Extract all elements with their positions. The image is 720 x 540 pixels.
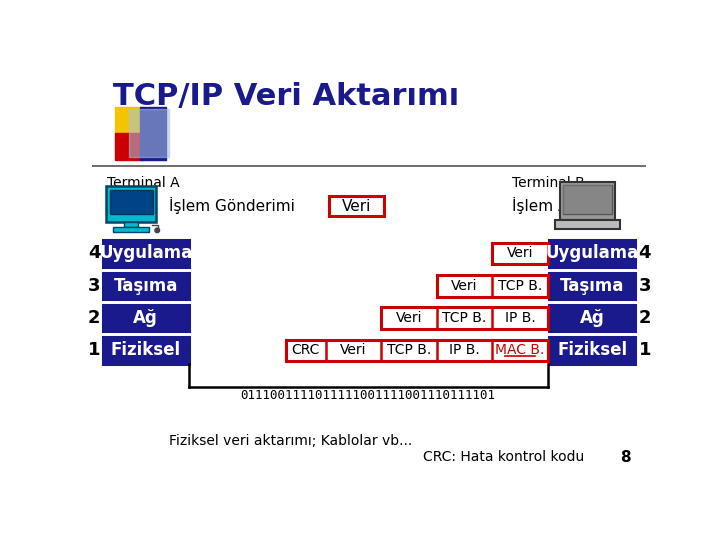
Text: Veri: Veri <box>507 246 534 260</box>
Text: Ağ: Ağ <box>580 309 605 327</box>
Text: Veri: Veri <box>341 343 367 357</box>
Text: Veri: Veri <box>342 199 372 214</box>
Text: CRC: Hata kontrol kodu: CRC: Hata kontrol kodu <box>423 450 584 464</box>
Text: CRC: CRC <box>292 343 320 357</box>
FancyBboxPatch shape <box>437 275 548 296</box>
Text: 2: 2 <box>88 309 100 327</box>
Text: 4: 4 <box>88 245 100 262</box>
Text: Taşıma: Taşıma <box>114 277 178 295</box>
Text: Fiziksel veri aktarımı; Kablolar vb...: Fiziksel veri aktarımı; Kablolar vb... <box>168 434 412 448</box>
Text: Ağ: Ağ <box>133 309 158 327</box>
Text: MAC B.: MAC B. <box>495 343 544 357</box>
Text: İşlem Alımı: İşlem Alımı <box>512 197 596 214</box>
Text: Veri: Veri <box>396 311 423 325</box>
FancyBboxPatch shape <box>102 273 189 299</box>
FancyBboxPatch shape <box>549 273 636 299</box>
FancyBboxPatch shape <box>286 340 548 361</box>
FancyBboxPatch shape <box>106 186 156 222</box>
FancyBboxPatch shape <box>102 338 189 363</box>
FancyBboxPatch shape <box>555 220 620 229</box>
Text: Taşıma: Taşıma <box>560 277 624 295</box>
Bar <box>115 133 143 159</box>
Text: 0111001111011111001111001110111101: 0111001111011111001111001110111101 <box>240 389 496 402</box>
Text: Terminal B: Terminal B <box>512 176 585 190</box>
FancyBboxPatch shape <box>549 240 636 267</box>
Text: IP B.: IP B. <box>505 311 535 325</box>
Bar <box>113 227 149 232</box>
Text: 3: 3 <box>639 277 651 295</box>
FancyBboxPatch shape <box>382 307 548 329</box>
FancyBboxPatch shape <box>492 242 548 264</box>
Text: 8: 8 <box>620 450 631 465</box>
Text: İşlem Gönderimi: İşlem Gönderimi <box>168 197 294 214</box>
Text: Veri: Veri <box>451 279 478 293</box>
FancyBboxPatch shape <box>560 182 616 220</box>
Text: TCP B.: TCP B. <box>498 279 542 293</box>
Text: 1: 1 <box>88 341 100 360</box>
Bar <box>563 185 612 214</box>
Text: Fiziksel: Fiziksel <box>557 341 627 360</box>
Text: Uygulama: Uygulama <box>99 245 192 262</box>
Bar <box>109 190 153 214</box>
Text: Terminal A: Terminal A <box>107 176 180 190</box>
Text: 1: 1 <box>639 341 651 360</box>
Text: TCP B.: TCP B. <box>387 343 431 357</box>
Text: Fiziksel: Fiziksel <box>111 341 181 360</box>
Bar <box>124 222 138 227</box>
Bar <box>129 110 168 157</box>
Bar <box>140 107 166 159</box>
FancyBboxPatch shape <box>549 338 636 363</box>
Bar <box>115 107 143 133</box>
Text: Uygulama: Uygulama <box>546 245 639 262</box>
Text: 3: 3 <box>88 277 100 295</box>
Text: TCP B.: TCP B. <box>442 311 487 325</box>
FancyBboxPatch shape <box>549 305 636 331</box>
Text: IP B.: IP B. <box>449 343 480 357</box>
Text: 4: 4 <box>639 245 651 262</box>
FancyBboxPatch shape <box>102 240 189 267</box>
Text: TCP/IP Veri Aktarımı: TCP/IP Veri Aktarımı <box>113 82 459 111</box>
Text: 2: 2 <box>639 309 651 327</box>
FancyBboxPatch shape <box>329 195 384 217</box>
Bar <box>563 185 612 214</box>
FancyBboxPatch shape <box>102 305 189 331</box>
Circle shape <box>155 228 160 233</box>
